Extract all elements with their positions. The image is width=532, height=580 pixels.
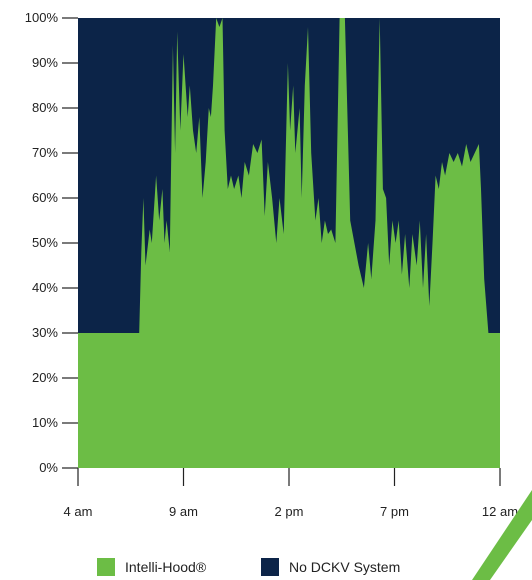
y-tick-label: 40% — [32, 280, 58, 295]
y-tick-label: 80% — [32, 100, 58, 115]
x-tick-label: 2 pm — [275, 504, 304, 519]
y-tick-label: 0% — [39, 460, 58, 475]
legend-label-no-dckv: No DCKV System — [289, 559, 401, 575]
stacked-area-chart: 0% 10% 20% 30% 40% 50% 60% 70% 80% 90% 100% 4 am 9 a… — [25, 10, 518, 519]
y-tick-label: 90% — [32, 55, 58, 70]
y-tick-label: 30% — [32, 325, 58, 340]
y-tick-label: 10% — [32, 415, 58, 430]
axes: 0% 10% 20% 30% 40% 50% 60% 70% 80% 90% 100% 4 am 9 a… — [25, 10, 518, 519]
legend-swatch-intelli-hood — [97, 558, 115, 576]
x-tick-label: 4 am — [64, 504, 93, 519]
y-tick-label: 60% — [32, 190, 58, 205]
legend-label-intelli-hood: Intelli-Hood® — [125, 559, 207, 575]
legend-swatch-no-dckv — [261, 558, 279, 576]
y-tick-label: 50% — [32, 235, 58, 250]
legend-item-intelli-hood: Intelli-Hood® — [97, 558, 206, 576]
intelli-hood-area — [78, 18, 500, 468]
x-tick-label: 9 am — [169, 504, 198, 519]
legend: Intelli-Hood® No DCKV System — [0, 558, 532, 580]
y-tick-label: 20% — [32, 370, 58, 385]
legend-item-no-dckv: No DCKV System — [261, 558, 400, 576]
x-tick-label: 12 am — [482, 504, 518, 519]
y-tick-label: 70% — [32, 145, 58, 160]
x-tick-label: 7 pm — [380, 504, 409, 519]
corner-accent-stripe — [472, 490, 532, 580]
y-tick-label: 100% — [25, 10, 59, 25]
